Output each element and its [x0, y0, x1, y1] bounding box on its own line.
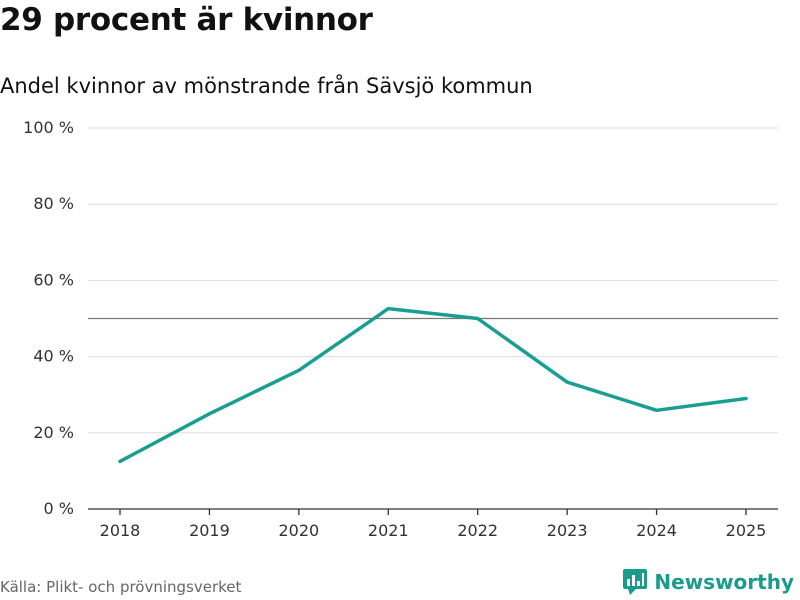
- y-tick-label: 60 %: [33, 270, 74, 289]
- data-point: [655, 408, 659, 412]
- series-layer: [118, 306, 748, 464]
- data-point: [207, 412, 211, 416]
- chart-subtitle: Andel kvinnor av mönstrande från Sävsjö …: [0, 74, 533, 98]
- x-axis-tick-labels: 2018 2019 2020 2021 2022 2023 2024 2025: [100, 521, 767, 540]
- x-tick-label: 2021: [368, 521, 409, 540]
- data-point: [744, 397, 748, 401]
- series-line: [118, 306, 748, 464]
- gridlines: [88, 127, 778, 434]
- y-tick-label: 0 %: [44, 499, 74, 518]
- data-point: [297, 368, 301, 372]
- y-tick-label: 80 %: [33, 194, 74, 213]
- x-tick-label: 2022: [457, 521, 498, 540]
- data-point: [386, 307, 390, 311]
- x-tick-label: 2024: [636, 521, 677, 540]
- x-tick-label: 2023: [547, 521, 588, 540]
- x-tick-label: 2018: [100, 521, 141, 540]
- x-axis: [88, 508, 778, 515]
- newsworthy-logo-icon: [623, 569, 648, 595]
- data-point: [118, 459, 122, 463]
- y-tick-label: 40 %: [33, 347, 74, 366]
- data-point: [565, 380, 569, 384]
- newsworthy-logo: Newsworthy: [622, 568, 794, 596]
- source-note: Källa: Plikt- och prövningsverket: [0, 578, 242, 596]
- chart-title: 29 procent är kvinnor: [0, 2, 373, 38]
- y-axis-tick-labels: 0 % 20 % 40 % 60 % 80 % 100 %: [23, 118, 74, 518]
- y-tick-label: 20 %: [33, 423, 74, 442]
- data-point: [476, 317, 480, 320]
- x-tick-label: 2020: [278, 521, 319, 540]
- x-tick-label: 2019: [189, 521, 230, 540]
- x-tick-label: 2025: [726, 521, 767, 540]
- logo-text: Newsworthy: [654, 570, 794, 594]
- y-tick-label: 100 %: [23, 118, 74, 137]
